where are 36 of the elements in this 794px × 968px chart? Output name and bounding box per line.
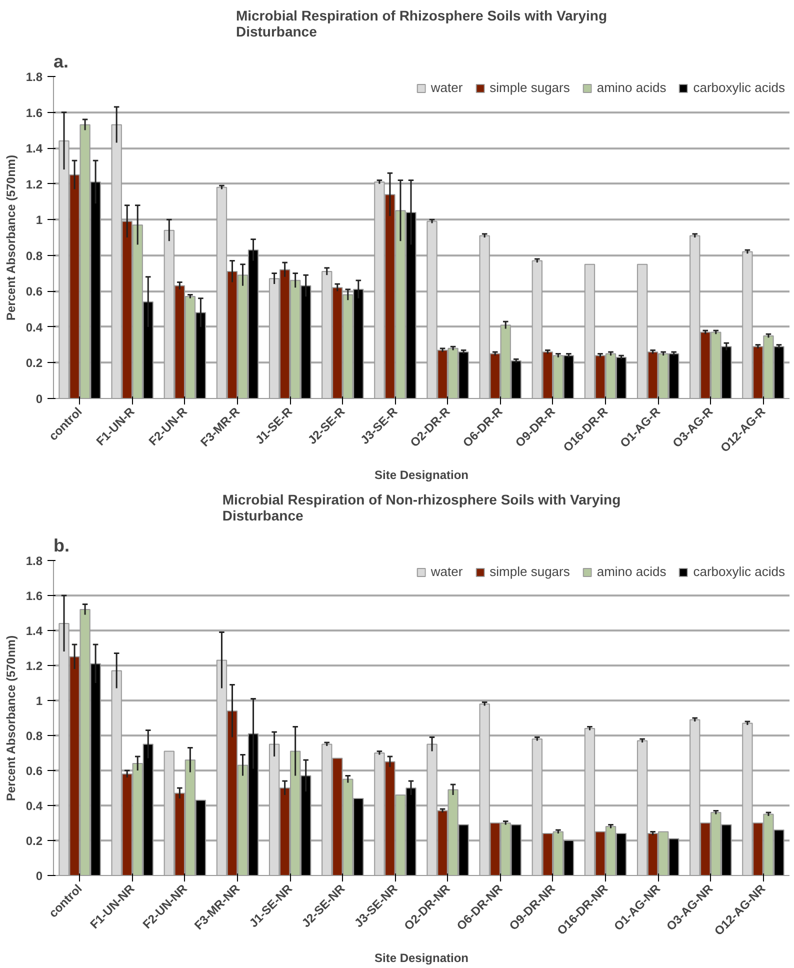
chart-title: Microbial Respiration of Rhizosphere Soils with Varying Disturbance — [236, 8, 608, 40]
y-tick-label: 0.6 — [26, 764, 43, 778]
y-tick-label: 1.6 — [26, 106, 43, 120]
y-tick-label: 1.2 — [26, 177, 43, 192]
y-axis-title: Percent Absorbance (570nm) — [4, 154, 18, 321]
legend-label: carboxylic acids — [693, 564, 785, 579]
y-tick-label: 0.8 — [26, 729, 43, 743]
legend-label: amino acids — [596, 564, 666, 579]
y-tick-label: 1.8 — [26, 554, 43, 568]
x-axis-title: Site Designation — [374, 951, 469, 966]
y-tick-label: 1.2 — [26, 659, 43, 673]
y-tick-label: 0.2 — [26, 356, 43, 370]
y-axis-title: Percent Absorbance (570nm) — [4, 635, 18, 802]
legend-label: carboxylic acids — [693, 80, 785, 95]
y-tick-label: 0.2 — [26, 834, 43, 848]
y-tick-label: 1 — [36, 694, 43, 708]
y-tick-label: 0.4 — [26, 799, 43, 813]
legend-label: simple sugars — [490, 564, 570, 579]
y-tick-label: 0.8 — [26, 248, 43, 263]
y-tick-label: 1 — [36, 213, 43, 228]
y-tick-label: 0 — [36, 392, 43, 406]
y-tick-label: 0 — [36, 869, 43, 883]
text: b. — [54, 536, 70, 556]
x-axis-title: Site Designation — [374, 468, 469, 482]
legend-label: water — [430, 80, 463, 95]
y-tick-label: 1.8 — [26, 70, 43, 84]
y-tick-label: 1.4 — [26, 624, 43, 638]
y-tick-label: 0.4 — [26, 320, 43, 334]
y-tick-label: 1.6 — [26, 589, 43, 603]
legend-label: amino acids — [596, 80, 666, 95]
y-tick-label: 0.6 — [26, 284, 43, 299]
chart-title: Microbial Respiration of Non-rhizosphere Soils with Varying Disturbance — [222, 492, 621, 524]
legend-label: water — [430, 564, 463, 579]
y-tick-label: 1.4 — [26, 142, 43, 156]
legend-label: simple sugars — [490, 80, 570, 95]
text: a. — [54, 52, 69, 72]
